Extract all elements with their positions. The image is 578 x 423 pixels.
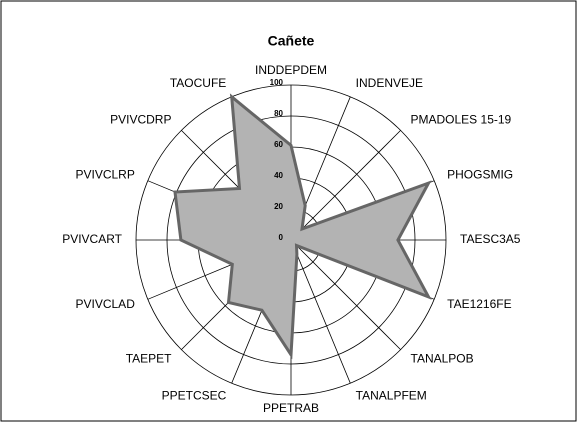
category-label: PHOGSMIG	[447, 167, 513, 181]
radial-axis	[290, 239, 351, 384]
radial-axis	[290, 239, 401, 350]
radial-tick-label: 100	[270, 78, 284, 87]
radial-tick-label: 80	[274, 109, 283, 118]
category-label: TAOCUFE	[170, 76, 226, 90]
radial-tick-label: 60	[274, 140, 283, 149]
chart-title: Cañete	[268, 33, 315, 49]
radial-tick-label: 40	[274, 171, 283, 180]
category-label: TANALPFEM	[356, 388, 427, 402]
category-label: INDENVEJE	[356, 76, 423, 90]
radial-axis	[290, 130, 401, 241]
series-area	[173, 93, 432, 360]
category-label: TAEPET	[126, 352, 172, 366]
category-label: INDDEPDEM	[255, 63, 327, 77]
radial-tick-label: 0	[279, 233, 284, 242]
category-label: TANALPOB	[411, 352, 474, 366]
radial-tick-label: 20	[274, 202, 283, 211]
category-label: PMADOLES 15-19	[411, 113, 512, 127]
category-label: PVIVCLAD	[76, 297, 136, 311]
category-label: PVIVCDRP	[110, 113, 171, 127]
category-label: PVIVCLRP	[76, 167, 135, 181]
category-label: TAESC3A5	[460, 232, 521, 246]
category-label: TAE1216FE	[447, 297, 511, 311]
category-label: PVIVCART	[62, 232, 122, 246]
category-label: PPETCSEC	[162, 388, 227, 402]
category-label: PPETRAB	[263, 401, 319, 415]
